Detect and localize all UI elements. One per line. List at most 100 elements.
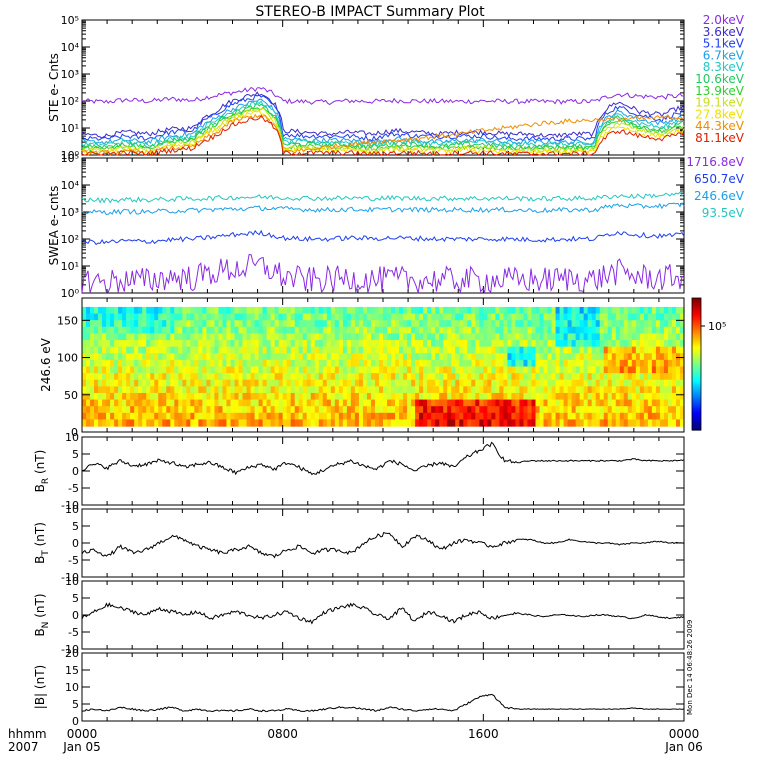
bn-ytick-label: 5 bbox=[72, 592, 79, 605]
bt-ytick-label: 10 bbox=[65, 503, 79, 516]
ste-series-line bbox=[81, 114, 685, 156]
swea-series-line bbox=[81, 202, 685, 216]
swea-legend: 1716.8eV 650.7eV 246.6eV 93.5eV bbox=[686, 155, 744, 220]
ste-legend-entry: 44.3keV bbox=[695, 119, 745, 133]
bn-line bbox=[81, 602, 685, 625]
ste-legend-entry: 81.1keV bbox=[695, 131, 745, 145]
br-ylabel: BR (nT) bbox=[33, 450, 51, 493]
ste-legend-entry: 27.8keV bbox=[695, 107, 745, 121]
pad-ytick-label: 100 bbox=[57, 352, 78, 365]
br-ylabel-sub: R bbox=[41, 478, 51, 484]
ste-ytick-label: 10⁵ bbox=[61, 14, 79, 27]
bt-ylabel-main: B bbox=[33, 556, 47, 564]
bt-ytick-label: -5 bbox=[68, 554, 79, 567]
swea-legend-entry: 1716.8eV bbox=[686, 155, 744, 169]
br-ytick-label: -10 bbox=[61, 499, 79, 512]
bt-ytick-label: -10 bbox=[61, 571, 79, 584]
time-tick-label: 0000 bbox=[67, 727, 98, 741]
swea-series-line bbox=[81, 253, 685, 295]
swea-ytick-label: 10⁴ bbox=[61, 179, 80, 192]
pad-ytick-label: 50 bbox=[64, 389, 78, 402]
br-ytick-label: 0 bbox=[72, 465, 79, 478]
swea-series-line bbox=[81, 191, 685, 204]
bmag-line bbox=[81, 693, 685, 713]
colorbar-tick-label: 10⁵ bbox=[708, 320, 726, 333]
bn-ytick-label: -10 bbox=[61, 643, 79, 656]
swea-legend-entry: 93.5eV bbox=[702, 206, 745, 220]
bn-frame bbox=[81, 580, 685, 650]
br-ytick-label: 10 bbox=[65, 431, 79, 444]
ste-ytick-label: 10⁴ bbox=[61, 41, 80, 54]
bmag-ytick-label: 15 bbox=[65, 664, 79, 677]
bn-ytick-label: 0 bbox=[72, 609, 79, 622]
bmag-ytick-label: 0 bbox=[72, 715, 79, 728]
ste-legend-entry: 13.9keV bbox=[695, 84, 745, 98]
bmag-ytick-label: 20 bbox=[65, 647, 79, 660]
ste-ytick-label: 10² bbox=[61, 95, 79, 108]
swea-ytick-label: 10² bbox=[61, 233, 79, 246]
swea-ytick-label: 10⁰ bbox=[61, 287, 80, 300]
ste-legend-entry: 5.1keV bbox=[703, 37, 745, 51]
ste-legend-entry: 10.6keV bbox=[695, 72, 745, 86]
bt-ytick-label: 0 bbox=[72, 537, 79, 550]
ste-series-line bbox=[81, 100, 685, 148]
ste-ytick-label: 10⁰ bbox=[61, 149, 80, 162]
swea-ytick-label: 10⁵ bbox=[61, 152, 79, 165]
swea-ytick-label: 10³ bbox=[61, 206, 79, 219]
date-tick-label: Jan 05 bbox=[62, 740, 101, 754]
swea-ytick-label: 10¹ bbox=[61, 260, 79, 273]
bt-ylabel-unit: (nT) bbox=[33, 522, 47, 550]
colorbar: 10⁵ bbox=[691, 297, 726, 431]
bn-ytick-label: 10 bbox=[65, 575, 79, 588]
time-tick-label: 0000 bbox=[669, 727, 700, 741]
bn-ylabel-main: B bbox=[33, 628, 47, 636]
ste-series-line bbox=[81, 107, 685, 154]
bt-ylabel-sub: T bbox=[41, 550, 51, 557]
swea-legend-entry: 246.6eV bbox=[694, 189, 745, 203]
bt-line bbox=[81, 531, 685, 559]
br-panel: -10 -5 0 5 10 BR (nT) bbox=[33, 431, 685, 512]
heatmap-cells bbox=[82, 306, 685, 427]
bn-ylabel-unit: (nT) bbox=[33, 593, 47, 621]
bt-ytick-label: 5 bbox=[72, 520, 79, 533]
bn-ylabel: BN (nT) bbox=[33, 593, 51, 636]
ste-legend-entry: 2.0keV bbox=[703, 13, 745, 27]
br-ylabel-unit: (nT) bbox=[33, 450, 47, 478]
ste-legend-entry: 6.7keV bbox=[703, 48, 745, 62]
pitch-angle-panel: 0 50 100 150 246.6 eV bbox=[39, 297, 685, 439]
bmag-ytick-label: 10 bbox=[65, 681, 79, 694]
ste-series-line bbox=[81, 86, 685, 106]
br-ytick-label: 5 bbox=[72, 448, 79, 461]
ste-legend-entry: 19.1keV bbox=[695, 96, 745, 110]
bn-ytick-label: -5 bbox=[68, 626, 79, 639]
bmag-ylabel: |B| (nT) bbox=[33, 665, 47, 709]
ste-legend: 2.0keV3.6keV5.1keV6.7keV8.3keV10.6keV13.… bbox=[695, 13, 745, 145]
ste-ytick-label: 10³ bbox=[61, 68, 79, 81]
time-tick-label: 0800 bbox=[267, 727, 298, 741]
time-axis-format-label: hhmm bbox=[8, 727, 47, 741]
bmag-ytick-label: 5 bbox=[72, 698, 79, 711]
time-axis-year-label: 2007 bbox=[8, 740, 39, 754]
date-tick-label: Jan 06 bbox=[664, 740, 703, 754]
br-ytick-label: -5 bbox=[68, 482, 79, 495]
swea-ylabel: SWEA e- cnts bbox=[47, 186, 61, 266]
bn-ylabel-sub: N bbox=[41, 622, 51, 629]
swea-series-line bbox=[81, 229, 685, 246]
ste-frame bbox=[81, 19, 685, 156]
pad-ytick-label: 0 bbox=[71, 426, 78, 439]
ste-panel: 10⁰ 10¹ 10² 10³ 10⁴ 10⁵ STE e- Cnts bbox=[47, 14, 685, 162]
time-tick-label: 1600 bbox=[468, 727, 499, 741]
ste-ylabel: STE e- Cnts bbox=[47, 53, 61, 122]
ste-series-line bbox=[81, 113, 685, 156]
ste-legend-entry: 3.6keV bbox=[703, 25, 745, 39]
bn-panel: -10 -5 0 5 10 BN (nT) bbox=[33, 575, 685, 656]
swea-legend-entry: 650.7eV bbox=[694, 172, 745, 186]
bmag-panel: 0 5 10 15 20 |B| (nT) bbox=[33, 647, 685, 728]
bt-ylabel: BT (nT) bbox=[33, 522, 51, 564]
ste-series-line bbox=[81, 91, 685, 139]
ste-series-line bbox=[81, 94, 685, 142]
plot-title: STEREO-B IMPACT Summary Plot bbox=[255, 4, 485, 20]
date-stamp: Mon Dec 14 06:48:26 2009 bbox=[686, 620, 694, 715]
